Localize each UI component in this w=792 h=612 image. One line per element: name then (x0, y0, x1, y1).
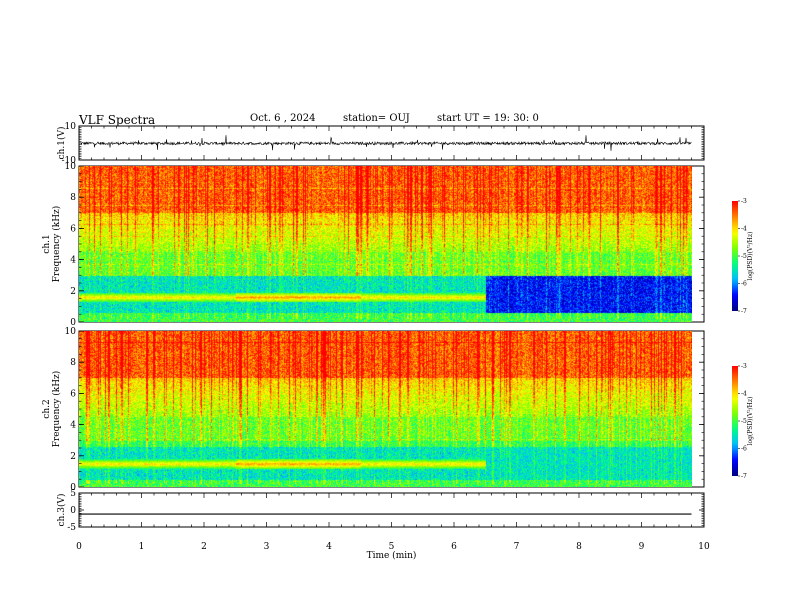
ch1-colorbar-tick-label: -6 (741, 281, 747, 288)
x-tick-label: 3 (264, 542, 270, 552)
date-label: Oct. 6 , 2024 (250, 113, 316, 124)
figure-title: VLF Spectra (79, 113, 156, 127)
ch1-spec-ytick-label: 6 (70, 224, 76, 234)
x-tick-label: 0 (76, 542, 82, 552)
ch3-wave-ytick-label: 5 (70, 489, 76, 499)
ch2-spectrogram-image (79, 331, 692, 487)
ch1-wave-ytick-label: -10 (62, 156, 77, 166)
ch2-colorbar-tick-label: -7 (741, 473, 747, 480)
ch2-spec-ylabel-1: ch.2 (42, 399, 52, 418)
ch1-spectrogram-image (79, 166, 692, 322)
ch1-spec-ytick-label: 0 (70, 318, 76, 328)
ch1-colorbar-tick-label: -7 (741, 308, 747, 315)
ch1-trace (79, 135, 692, 151)
ch1-colorbar-tick-label: -4 (741, 226, 747, 233)
x-tick-label: 1 (139, 542, 145, 552)
start-time-label: start UT = 19: 30: 0 (437, 113, 539, 124)
ch2-spec-ytick-label: 8 (70, 358, 76, 368)
panel-frame-4 (78, 492, 705, 528)
ch2-spec-ytick-label: 0 (70, 483, 76, 493)
ch3-ylabel: ch.3(V) (56, 494, 67, 527)
x-axis-title: Time (min) (367, 550, 417, 561)
ch1-colorbar (732, 201, 738, 311)
ch1-spec-ylabel-2: Frequency (kHz) (51, 206, 62, 283)
ch1-wave-ytick-label: 10 (65, 122, 77, 132)
x-tick-label: 5 (389, 542, 395, 552)
ch1-ylabel: ch.1(V) (56, 127, 67, 160)
ch2-colorbar-label: log(PSD)(V²/Hz) (747, 397, 754, 446)
ch1-spec-ytick-label: 4 (70, 256, 76, 266)
ch2-spec-ytick-label: 4 (70, 421, 76, 431)
ch2-colorbar (732, 366, 738, 476)
x-tick-label: 7 (514, 542, 520, 552)
ch1-spec-ytick-label: 8 (70, 193, 76, 203)
x-tick-label: 10 (698, 542, 710, 552)
ch2-colorbar-tick-label: -6 (741, 446, 747, 453)
x-tick-label: 6 (451, 542, 457, 552)
x-tick-label: 8 (576, 542, 582, 552)
station-label: station= OUJ (343, 113, 410, 124)
ch2-colorbar-tick-label: -5 (741, 418, 747, 425)
ch1-spec-ytick-label: 2 (70, 287, 76, 297)
ch3-wave-ytick-label: 0 (70, 506, 76, 516)
x-tick-label: 2 (201, 542, 207, 552)
ch1-spec-ylabel-1: ch.1 (42, 234, 52, 253)
ch3-wave-ytick-label: -5 (67, 523, 76, 533)
ch2-spec-ytick-label: 2 (70, 452, 76, 462)
ch2-spec-ylabel-2: Frequency (kHz) (51, 371, 62, 448)
x-tick-label: 4 (326, 542, 332, 552)
x-tick-label: 9 (639, 542, 645, 552)
ch1-colorbar-label: log(PSD)(V²/Hz) (747, 232, 754, 281)
ch2-spec-ytick-label: 10 (65, 327, 77, 337)
ch1-colorbar-tick-label: -3 (741, 198, 747, 205)
ch2-spec-ytick-label: 6 (70, 389, 76, 399)
ch1-colorbar-tick-label: -5 (741, 253, 747, 260)
ch2-colorbar-tick-label: -3 (741, 363, 747, 370)
ch1-spec-ytick-label: 10 (65, 162, 77, 172)
ch2-colorbar-tick-label: -4 (741, 391, 747, 398)
